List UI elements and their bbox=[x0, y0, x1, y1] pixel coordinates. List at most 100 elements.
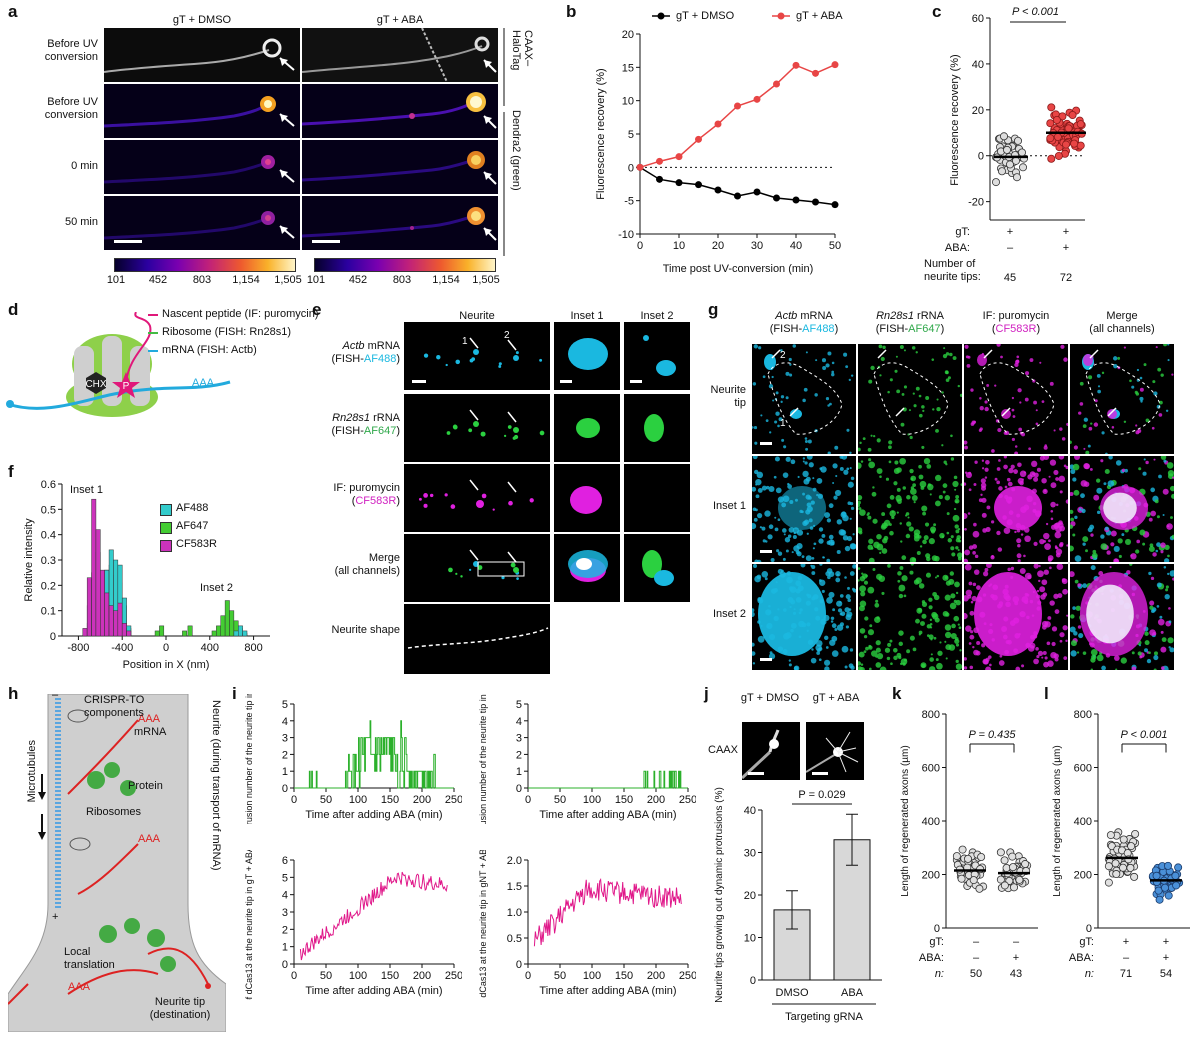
histogram-bar bbox=[187, 625, 193, 637]
g-header-channel: AF647 bbox=[908, 323, 941, 335]
x-tick-label: 400 bbox=[201, 642, 219, 654]
data-point bbox=[992, 178, 1001, 187]
y-tick-label: 0.5 bbox=[41, 504, 56, 516]
x-tick-label: 250 bbox=[679, 970, 696, 982]
series-line bbox=[294, 720, 454, 789]
h-aaa-label: AAA bbox=[68, 981, 91, 993]
e-inset1-image bbox=[554, 464, 620, 532]
x-tick-label: 800 bbox=[244, 642, 262, 654]
g-header-line1: Merge bbox=[1106, 310, 1138, 322]
x-axis-label: Time after adding ABA (min) bbox=[305, 985, 442, 997]
y-tick-label: 4 bbox=[516, 716, 522, 728]
h-ribosomes-label: Ribosomes bbox=[86, 806, 142, 818]
e-row-label-part: ) bbox=[396, 353, 400, 365]
b-legend-aba: gT + ABA bbox=[796, 10, 843, 22]
a-row-label-3: 0 min bbox=[71, 160, 98, 172]
y-tick-label: 2 bbox=[516, 749, 522, 761]
e-row-label-line2: (FISH-AF647) bbox=[318, 425, 400, 438]
f-title-inset1: Inset 1 bbox=[70, 484, 104, 496]
y-tick-label: -20 bbox=[968, 197, 984, 209]
data-point bbox=[1054, 151, 1063, 160]
data-point bbox=[1053, 133, 1062, 142]
e-row-label-line1: Actb mRNA bbox=[342, 340, 400, 352]
data-point bbox=[714, 186, 722, 194]
data-point bbox=[1068, 110, 1077, 119]
k-aba-2: + bbox=[1012, 952, 1020, 964]
g-row-neurite-tip: Neurite tip bbox=[710, 384, 746, 409]
g-header-line2: (FISH-AF647) bbox=[858, 323, 962, 336]
data-point bbox=[1010, 883, 1019, 892]
f-legend-cf583r: CF583R bbox=[176, 538, 217, 550]
d-p-label: P bbox=[123, 381, 130, 392]
e-row-label-line2: (FISH-AF488) bbox=[318, 353, 400, 366]
h-aaa-label: AAA bbox=[138, 713, 161, 725]
data-point bbox=[1047, 154, 1056, 163]
e-neurite-shape-image bbox=[404, 604, 550, 674]
histogram-bar bbox=[117, 602, 123, 637]
histogram-bar bbox=[104, 592, 110, 637]
k-row-n: n: bbox=[934, 968, 944, 980]
svg-text:1: 1 bbox=[462, 336, 468, 347]
c-gt-1: + bbox=[1006, 226, 1014, 238]
x-tick-label: 50 bbox=[554, 970, 566, 982]
y-tick-label: 0 bbox=[934, 923, 940, 934]
histogram-bar bbox=[242, 630, 248, 637]
h-neurite-label: Neurite (during transport of mRNA) bbox=[210, 700, 222, 871]
data-point bbox=[714, 120, 722, 128]
y-tick-label: -10 bbox=[618, 229, 634, 241]
g-image bbox=[964, 344, 1068, 454]
d-chx-label: CHX bbox=[85, 379, 106, 390]
y-tick-label: 3 bbox=[282, 733, 288, 745]
g-image bbox=[1070, 564, 1174, 670]
x-tick-label: 250 bbox=[445, 970, 462, 982]
data-point bbox=[996, 848, 1005, 857]
y-tick-label: 800 bbox=[1074, 709, 1092, 721]
l-aba-2: + bbox=[1162, 952, 1170, 964]
data-point bbox=[1119, 835, 1128, 844]
y-tick-label: 6 bbox=[282, 855, 288, 867]
y-tick-label: 3 bbox=[516, 733, 522, 745]
y-axis-label: Fluorescence recovery (%) bbox=[949, 54, 961, 185]
panel-label-j: j bbox=[704, 684, 709, 703]
g-image bbox=[752, 456, 856, 562]
data-point bbox=[1000, 856, 1009, 865]
a-cbar-tick: 452 bbox=[148, 274, 168, 286]
h-aaa-label: AAA bbox=[138, 833, 161, 845]
data-point bbox=[1064, 124, 1073, 133]
x-tick-label: 100 bbox=[583, 794, 601, 806]
histogram-bar bbox=[100, 569, 105, 637]
series-line bbox=[299, 871, 448, 961]
e-row-label-part: ) bbox=[396, 495, 400, 507]
data-point bbox=[1152, 871, 1161, 880]
k-aba-1: – bbox=[972, 952, 980, 964]
y-tick-label: 20 bbox=[622, 29, 634, 41]
data-point bbox=[998, 167, 1007, 176]
legend-marker bbox=[657, 12, 665, 20]
f-legend-af488: AF488 bbox=[176, 502, 209, 514]
y-tick-label: 0.2 bbox=[41, 580, 56, 592]
d-legend-mrna: mRNA (FISH: Actb) bbox=[162, 344, 257, 356]
y-tick-label: 1.0 bbox=[507, 907, 522, 919]
d-legend-swatch bbox=[148, 350, 158, 352]
data-point bbox=[675, 179, 683, 187]
x-tick-label: 250 bbox=[679, 794, 696, 806]
y-tick-label: 5 bbox=[628, 129, 634, 141]
data-point bbox=[812, 69, 819, 77]
x-axis-label: Position in X (nm) bbox=[123, 659, 210, 671]
e-neurite-image bbox=[404, 394, 550, 462]
data-point bbox=[1155, 895, 1164, 904]
data-point bbox=[1052, 115, 1061, 124]
h-protein-label: Protein bbox=[128, 780, 163, 792]
data-point bbox=[1062, 140, 1071, 149]
series-line bbox=[533, 878, 682, 947]
y-tick-label: 3 bbox=[282, 907, 288, 919]
histogram-bar bbox=[126, 630, 132, 637]
a-row-label-1: Before UV conversion bbox=[44, 38, 98, 63]
j-caax-label: CAAX bbox=[708, 744, 738, 756]
category-label: DMSO bbox=[776, 987, 809, 999]
y-tick-label: -5 bbox=[624, 196, 634, 208]
chart-c: -20 0 20 40 60 Fluorescence recovery (%) bbox=[949, 13, 1086, 221]
j-image-aba bbox=[806, 722, 864, 780]
a-image-dmso-caax bbox=[104, 28, 300, 82]
g-header-channel: CF583R bbox=[995, 323, 1037, 335]
